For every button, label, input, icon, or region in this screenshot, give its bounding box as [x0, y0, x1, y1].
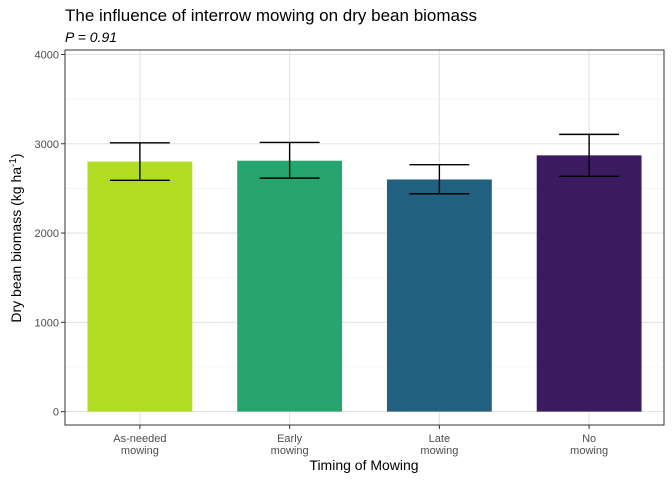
bar — [87, 161, 193, 412]
bar — [237, 160, 343, 412]
bar — [536, 155, 642, 412]
x-tick-label-line: mowing — [271, 445, 309, 457]
error-bar — [259, 141, 320, 179]
error-bar — [109, 142, 170, 182]
x-tick-label-line: As-needed — [113, 433, 166, 445]
error-bar — [409, 164, 470, 195]
chart-subtitle: P = 0.91 — [65, 29, 117, 45]
y-axis: 0 1000 2000 3000 4000 — [35, 49, 65, 419]
bars — [87, 155, 642, 412]
y-tick-label: 4000 — [35, 49, 59, 61]
y-tick-label: 2000 — [35, 228, 59, 240]
x-tick-label: As-needed mowing — [113, 433, 166, 457]
y-tick-label: 3000 — [35, 139, 59, 151]
x-tick-label: No mowing — [570, 433, 608, 457]
y-axis-title-superscript: -1 — [8, 158, 19, 167]
chart-title: The influence of interrow mowing on dry … — [65, 6, 477, 25]
x-tick-label-line: Early — [277, 433, 303, 445]
x-tick-label-line: mowing — [121, 445, 159, 457]
y-axis-title: Dry bean biomass (kg ha-1) — [8, 153, 24, 322]
x-tick-label-line: Late — [429, 433, 450, 445]
x-tick-label-line: No — [582, 433, 596, 445]
x-tick-label-line: mowing — [570, 445, 608, 457]
bar — [386, 179, 492, 412]
x-tick-label: Late mowing — [420, 433, 458, 457]
x-tick-label-line: mowing — [420, 445, 458, 457]
y-tick-label: 1000 — [35, 317, 59, 329]
x-tick-label: Early mowing — [271, 433, 309, 457]
error-bar — [559, 133, 620, 178]
x-axis-title: Timing of Mowing — [309, 457, 418, 473]
panel-border — [64, 49, 665, 426]
y-tick-label: 0 — [53, 407, 59, 419]
error-bars — [109, 133, 620, 195]
y-axis-title-main: Dry bean biomass (kg ha — [8, 167, 24, 323]
y-axis-title-close: ) — [8, 153, 24, 158]
